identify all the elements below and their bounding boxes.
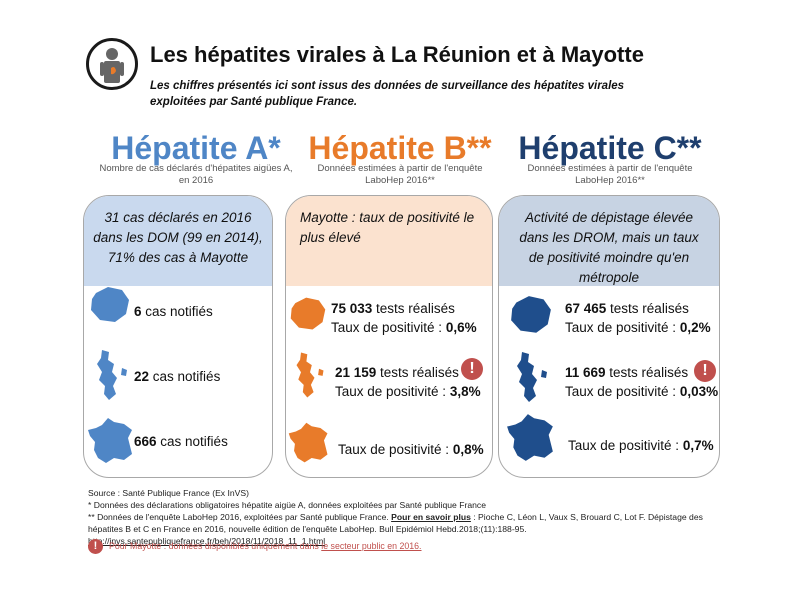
hep-b-mayotte-tests: 21 159 tests réalisés — [335, 363, 459, 382]
hep-b-alert-icon: ! — [461, 358, 483, 380]
mayotte-map-icon — [296, 352, 324, 398]
footer-notes: Source : Santé Publique France (Ex InVS)… — [88, 487, 728, 547]
footer-more-info-link[interactable]: Pour en savoir plus — [391, 512, 471, 522]
reunion-map-icon — [91, 287, 129, 322]
footer-note-a: * Données des déclarations obligatoires … — [88, 500, 486, 510]
hep-c-mayotte-rate-label: Taux de positivité : — [565, 384, 680, 399]
reunion-map-icon — [290, 297, 326, 330]
hep-c-france-rate-value: 0,7% — [682, 438, 714, 453]
hep-b-france-rate-value: 0,8% — [452, 442, 484, 457]
hep-a-subtitle: Nombre de cas déclarés d'hépatites aigüe… — [99, 163, 293, 186]
hep-c-title: Hépatite C** — [518, 130, 702, 166]
hep-a-title: Hépatite A* — [111, 130, 281, 166]
hep-b-mayotte-rate-value: 3,8% — [449, 384, 481, 399]
hep-c-reunion-tests-text: tests réalisés — [606, 301, 689, 316]
mayotte-note-underlined: le secteur public en 2016. — [321, 540, 422, 551]
mayotte-note-text: Pour Mayotte : données disponibles uniqu… — [109, 540, 322, 551]
hep-b-france-rate-label: Taux de positivité : — [338, 442, 453, 457]
hep-c-reunion-tests-number: 67 465 — [565, 301, 607, 316]
footer-note-b-ref: : Pioche C, Léon L, Vaux S, Brouard C, L… — [88, 512, 703, 534]
mayotte-note: ! Pour Mayotte : données disponibles uniq… — [88, 539, 422, 554]
hep-c-reunion-tests: 67 465 tests réalisés — [565, 299, 689, 318]
hep-b-mayotte-rate: Taux de positivité : 3,8% — [335, 382, 481, 401]
footer-source: Source : Santé Publique France (Ex InVS) — [88, 488, 249, 498]
hep-c-mayotte-tests: 11 669 tests réalisés — [565, 363, 688, 382]
mayotte-note-alert-icon: ! — [88, 539, 103, 554]
hep-b-mayotte-rate-label: Taux de positivité : — [335, 384, 450, 399]
france-map-icon — [507, 414, 553, 461]
hep-c-mayotte-tests-text: tests réalisés — [605, 365, 689, 380]
hep-a-reunion-text: cas notifiés — [141, 304, 213, 319]
france-map-icon — [88, 418, 132, 463]
footer-note-b-start: ** Données de l'enquête LaboHep 2016, ex… — [88, 512, 392, 522]
hep-a-france-stat: 666 cas notifiés — [134, 432, 228, 451]
hep-b-reunion-rate-label: Taux de positivité : — [331, 320, 446, 335]
hep-b-headline: Mayotte : taux de positivité le plus éle… — [286, 196, 492, 286]
mayotte-map-icon — [517, 352, 547, 402]
page-subtitle: Les chiffres présentés ici sont issus de… — [150, 80, 625, 108]
hep-b-title: Hépatite B** — [308, 130, 492, 166]
hep-c-reunion-rate: Taux de positivité : 0,2% — [565, 318, 711, 337]
person-icon — [86, 38, 138, 90]
hep-c-france-rate: Taux de positivité : 0,7% — [568, 436, 714, 455]
hep-c-mayotte-tests-number: 11 669 — [565, 365, 606, 380]
hep-a-mayotte-number: 22 — [134, 369, 150, 384]
hep-b-reunion-tests: 75 033 tests réalisés — [331, 299, 455, 318]
reunion-map-icon — [511, 296, 551, 333]
hep-a-france-text: cas notifiés — [156, 434, 228, 449]
hep-b-subtitle: Données estimées à partir de l'enquête L… — [317, 163, 483, 186]
hep-c-reunion-rate-value: 0,2% — [679, 320, 711, 335]
hep-a-reunion-stat: 6 cas notifiés — [134, 302, 213, 321]
hep-c-subtitle: Données estimées à partir de l'enquête L… — [527, 163, 693, 186]
hep-a-france-number: 666 — [134, 434, 157, 449]
hep-b-mayotte-tests-number: 21 159 — [335, 365, 377, 380]
hep-a-reunion-number: 6 — [134, 304, 142, 319]
page-title: Les hépatites virales à La Réunion et à … — [150, 42, 644, 67]
france-map-icon — [288, 422, 328, 463]
hep-a-mayotte-stat: 22 cas notifiés — [134, 367, 220, 386]
hep-b-reunion-rate-value: 0,6% — [445, 320, 477, 335]
footer-note-b: ** Données de l'enquête LaboHep 2016, ex… — [88, 511, 728, 547]
hep-c-card: Activité de dépistage élevée dans les DR… — [498, 195, 720, 478]
hep-b-reunion-rate: Taux de positivité : 0,6% — [331, 318, 477, 337]
hep-c-france-rate-label: Taux de positivité : — [568, 438, 683, 453]
hep-c-headline: Activité de dépistage élevée dans les DR… — [499, 196, 719, 286]
hep-c-mayotte-rate-value: 0,03% — [679, 384, 719, 399]
hep-b-mayotte-tests-text: tests réalisés — [376, 365, 459, 380]
hep-a-mayotte-text: cas notifiés — [149, 369, 221, 384]
hep-c-mayotte-rate: Taux de positivité : 0,03% — [565, 382, 718, 401]
hep-b-reunion-tests-number: 75 033 — [331, 301, 373, 316]
hep-b-reunion-tests-text: tests réalisés — [372, 301, 455, 316]
hep-b-france-rate: Taux de positivité : 0,8% — [338, 440, 484, 459]
mayotte-map-icon — [97, 350, 127, 400]
hep-a-headline: 31 cas déclarés en 2016 dans les DOM (99… — [84, 196, 272, 286]
hep-c-reunion-rate-label: Taux de positivité : — [565, 320, 680, 335]
footer-beh-link[interactable]: http://invs.santepubliquefrance.fr/beh/2… — [88, 536, 326, 546]
hep-c-alert-icon: ! — [694, 360, 716, 382]
